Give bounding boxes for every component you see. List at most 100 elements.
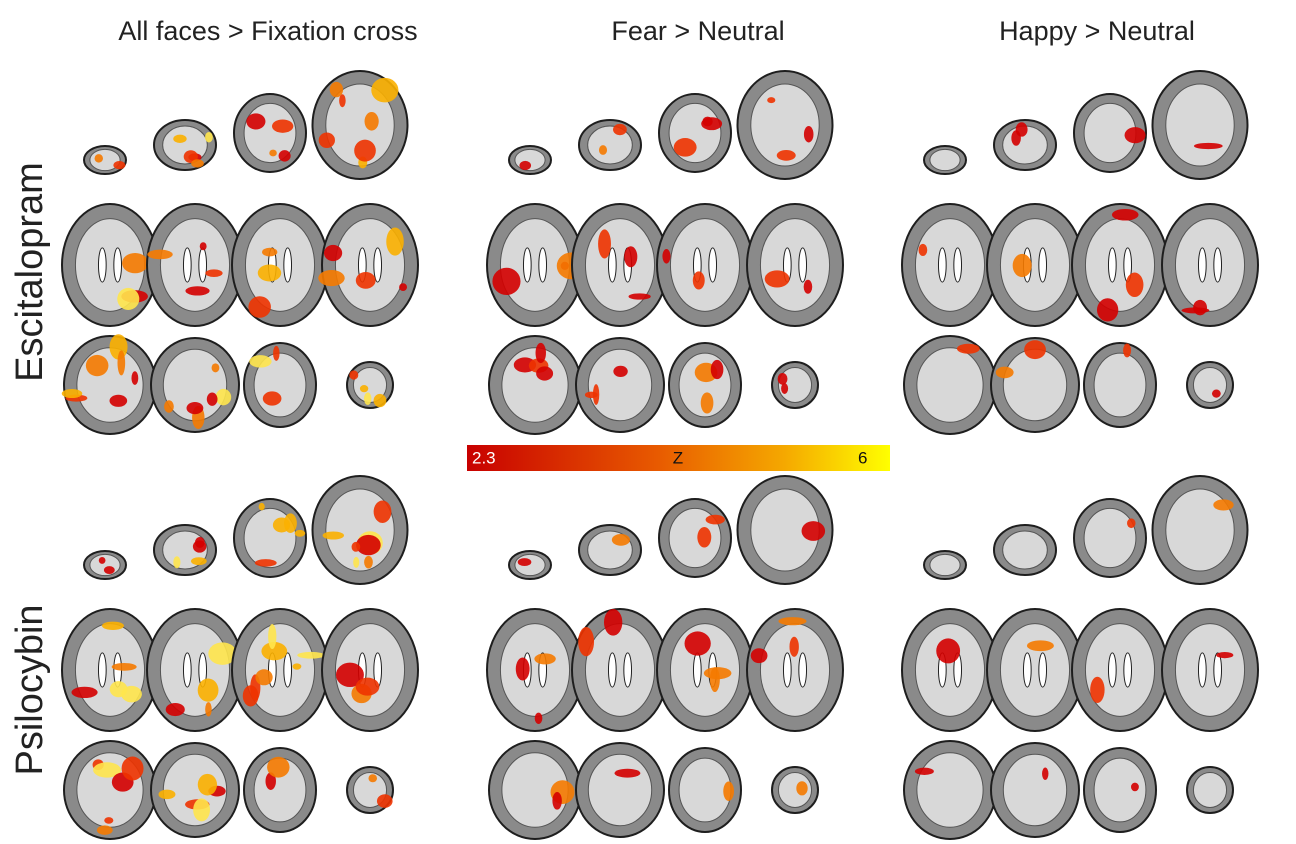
ventricle [1108, 653, 1116, 687]
activation-blob [354, 140, 376, 162]
activation-blob [207, 393, 218, 406]
activation-blob [110, 395, 128, 407]
activation-blob [159, 790, 176, 800]
activation-blob [1127, 518, 1135, 528]
activation-blob [297, 652, 324, 659]
activation-blob [374, 394, 387, 407]
activation-blob [777, 150, 796, 161]
activation-blob [789, 637, 798, 657]
activation-blob [662, 249, 670, 264]
ventricle [799, 248, 807, 282]
white-matter [500, 624, 569, 717]
white-matter [679, 758, 731, 822]
activation-blob [360, 385, 368, 392]
activation-blob [258, 264, 281, 281]
ventricle [1214, 653, 1222, 687]
activation-blob [243, 685, 259, 706]
activation-blob [702, 117, 712, 127]
ventricle [523, 248, 531, 282]
activation-blob [1027, 640, 1054, 651]
activation-blob [173, 556, 180, 568]
white-matter [930, 554, 960, 575]
white-matter [670, 219, 739, 312]
activation-blob [536, 343, 546, 363]
activation-blob [612, 534, 630, 546]
ventricle [938, 248, 946, 282]
activation-blob [205, 702, 212, 716]
white-matter [588, 349, 651, 420]
activation-blob [122, 253, 148, 273]
activation-blob [284, 513, 297, 533]
activation-blob [292, 663, 301, 669]
colorbar-max: 6 [858, 448, 867, 467]
column-title: Fear > Neutral [611, 16, 784, 46]
activation-blob [804, 280, 813, 294]
activation-blob [205, 269, 222, 277]
activation-blob [915, 768, 934, 775]
white-matter [1085, 219, 1154, 312]
activation-blob [767, 97, 775, 103]
ventricle [799, 653, 807, 687]
white-matter [160, 219, 229, 312]
activation-blob [324, 245, 342, 261]
white-matter [917, 753, 983, 827]
ventricle [114, 248, 122, 282]
activation-blob [269, 150, 277, 157]
activation-blob [613, 366, 627, 377]
white-matter [1193, 368, 1226, 403]
activation-blob [1212, 390, 1221, 398]
activation-blob [599, 145, 607, 155]
activation-blob [778, 617, 806, 625]
activation-blob [802, 521, 826, 541]
activation-blob [1097, 298, 1118, 321]
ventricle [199, 248, 207, 282]
activation-blob [86, 355, 109, 376]
activation-blob [364, 392, 371, 405]
ventricle [539, 248, 547, 282]
activation-blob [216, 389, 232, 405]
activation-blob [492, 268, 520, 295]
activation-blob [279, 150, 291, 161]
ventricle [608, 248, 616, 282]
activation-blob [371, 78, 398, 103]
activation-blob [628, 293, 650, 299]
ventricle [98, 248, 106, 282]
white-matter [515, 554, 545, 575]
activation-blob [919, 244, 928, 256]
activation-blob [102, 622, 124, 630]
activation-blob [535, 713, 543, 724]
activation-blob [319, 133, 335, 148]
white-matter [760, 219, 829, 312]
ventricle [1198, 653, 1206, 687]
activation-blob [104, 566, 115, 574]
ventricle [624, 653, 632, 687]
activation-blob [578, 627, 594, 656]
activation-blob [95, 154, 103, 162]
activation-blob [339, 94, 346, 107]
activation-blob [1131, 783, 1139, 792]
white-matter [1193, 773, 1226, 808]
white-matter [1094, 353, 1146, 417]
ventricle [954, 248, 962, 282]
white-matter [1166, 84, 1234, 166]
activation-blob [377, 794, 393, 808]
activation-blob [1213, 499, 1233, 510]
activation-blob [374, 500, 392, 522]
activation-blob [263, 391, 282, 405]
activation-blob [1112, 209, 1139, 221]
activation-blob [147, 250, 172, 260]
activation-blob [259, 503, 265, 510]
activation-blob [693, 271, 705, 289]
activation-blob [1194, 143, 1223, 149]
activation-blob [613, 124, 627, 135]
white-matter [1175, 624, 1244, 717]
white-matter [585, 624, 654, 717]
white-matter [930, 149, 960, 170]
activation-blob [249, 355, 271, 367]
ventricle [1198, 248, 1206, 282]
activation-blob [99, 557, 106, 564]
white-matter [77, 348, 143, 422]
activation-blob [399, 283, 407, 291]
activation-blob [365, 112, 379, 131]
activation-blob [1125, 127, 1146, 143]
